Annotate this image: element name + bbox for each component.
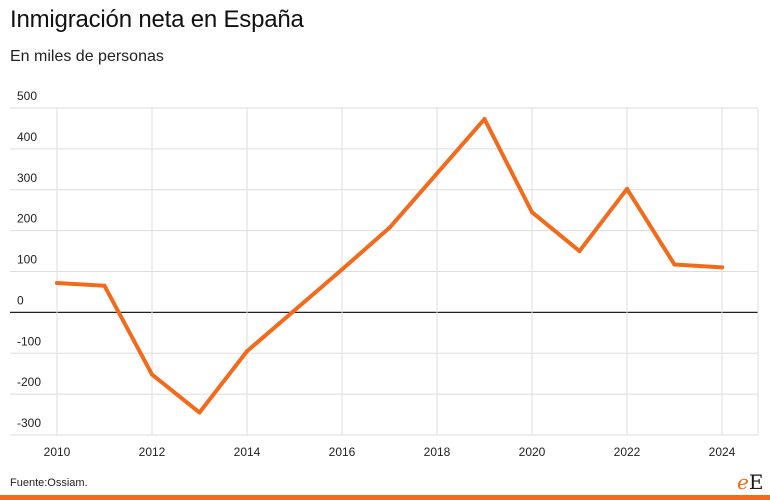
data-point	[55, 280, 59, 285]
series-line	[55, 117, 724, 415]
y-axis-ticks: 500 400 300 200 100 0 -100 -200 -300	[17, 89, 41, 430]
x-tick-label: 2022	[614, 445, 641, 459]
data-point	[387, 225, 392, 230]
y-tick-label: -200	[17, 375, 41, 389]
x-tick-label: 2016	[329, 445, 356, 459]
logo-letter: E	[748, 470, 764, 494]
y-tick-label: 0	[17, 293, 24, 307]
series	[55, 117, 724, 415]
y-tick-label: 300	[17, 171, 37, 185]
data-point	[102, 283, 107, 288]
x-tick-label: 2014	[234, 445, 261, 459]
y-tick-label: -300	[17, 416, 41, 430]
x-tick-label: 2010	[44, 445, 71, 459]
x-tick-label: 2018	[424, 445, 451, 459]
chart-title: Inmigración neta en España	[10, 6, 304, 33]
data-point	[625, 186, 629, 191]
data-point	[530, 210, 534, 215]
data-point	[150, 372, 154, 377]
x-tick-label: 2024	[709, 445, 736, 459]
data-point	[720, 265, 724, 270]
y-tick-label: -100	[17, 334, 41, 348]
y-tick-label: 400	[17, 130, 37, 144]
source-note: Fuente:Ossiam.	[10, 477, 88, 489]
data-point	[292, 308, 297, 313]
data-point	[482, 117, 487, 122]
y-tick-label: 100	[17, 253, 37, 267]
x-axis-ticks: 2010 2012 2014 2016 2018 2020 2022 2024	[44, 445, 736, 459]
x-tick-label: 2020	[519, 445, 546, 459]
data-point	[245, 349, 249, 354]
brand-logo: eE	[737, 470, 763, 494]
data-point	[197, 410, 202, 415]
grid	[10, 107, 759, 436]
logo-accent: e	[737, 470, 749, 494]
y-tick-label: 200	[17, 212, 37, 226]
accent-bar	[0, 495, 770, 500]
data-point	[340, 267, 344, 272]
data-point	[577, 249, 582, 254]
x-tick-label: 2012	[139, 445, 166, 459]
y-tick-label: 500	[17, 89, 37, 103]
data-point	[672, 262, 677, 267]
chart-subtitle: En miles de personas	[10, 48, 164, 65]
data-point	[435, 171, 439, 176]
